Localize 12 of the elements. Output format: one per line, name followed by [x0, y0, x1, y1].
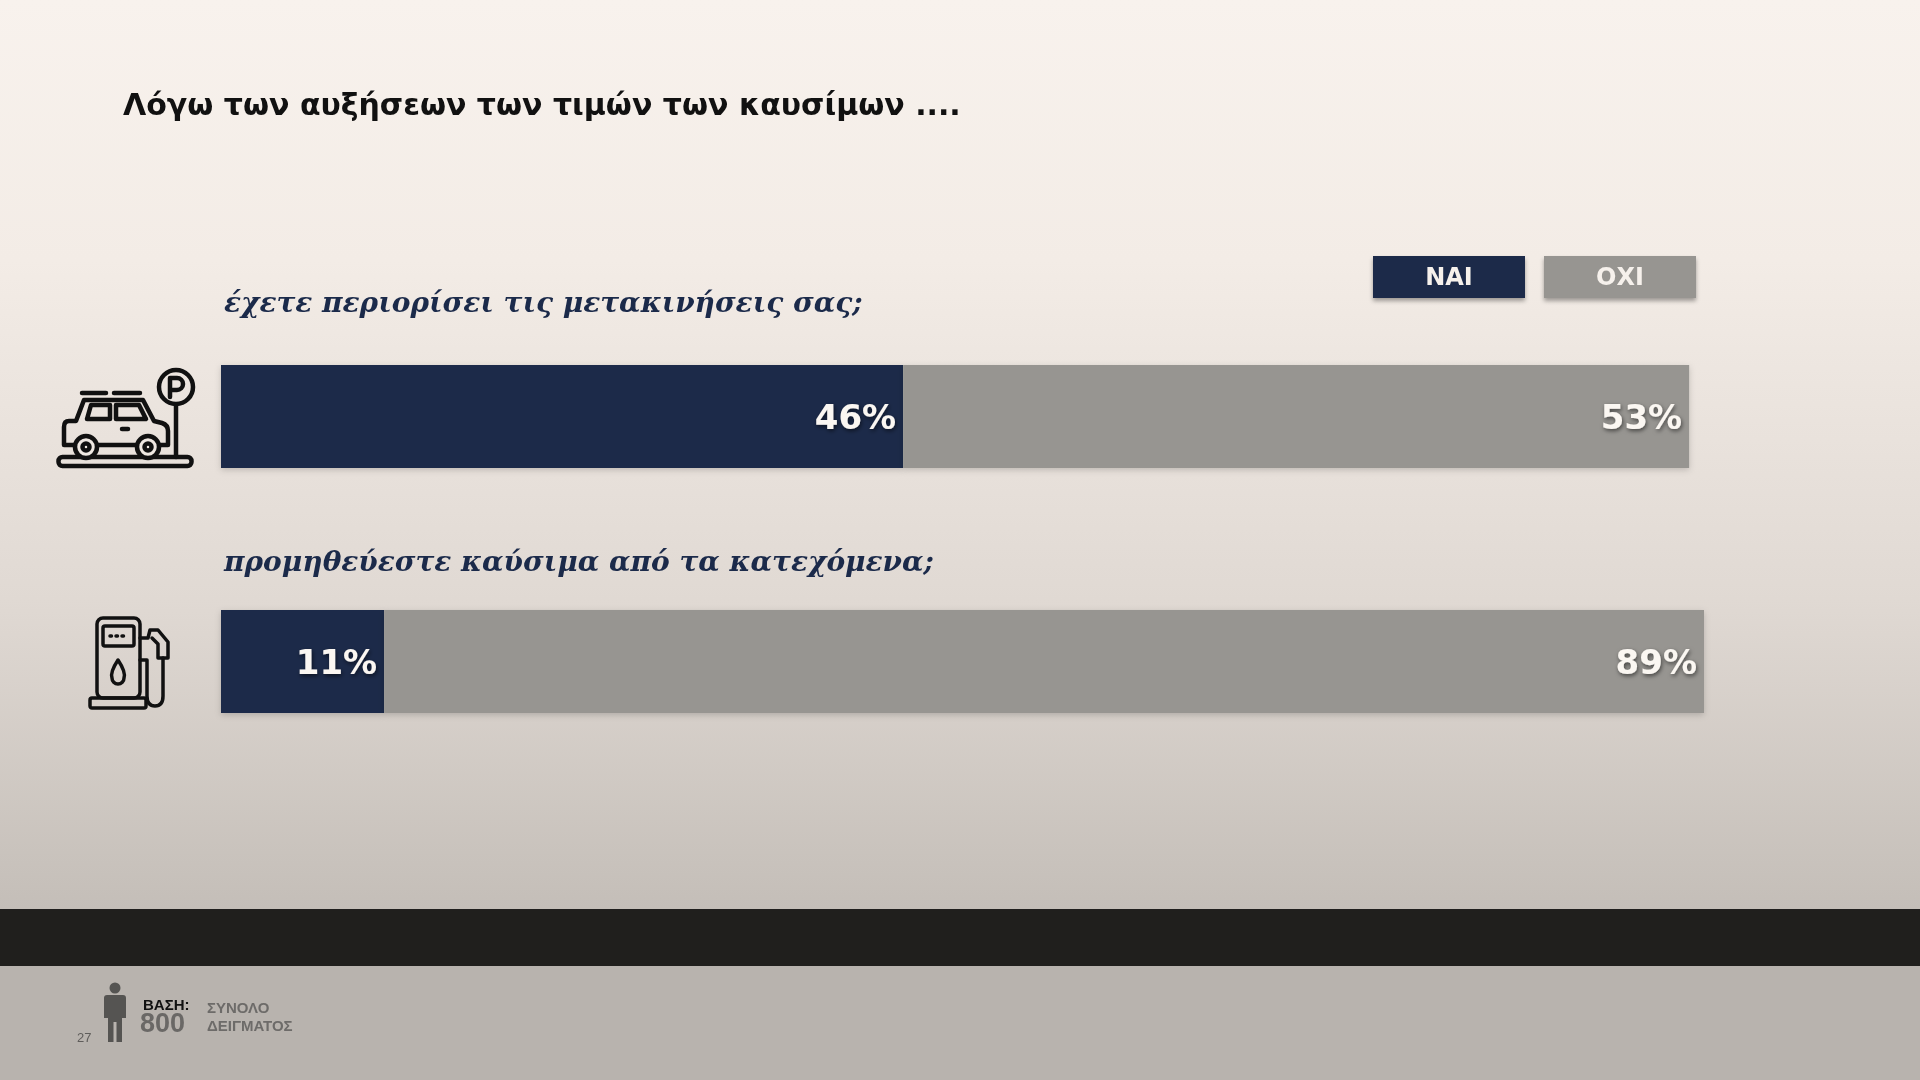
- text: 27: [77, 1030, 92, 1045]
- text: ΒΑΣΗ:: [143, 996, 190, 1013]
- data-label: 46%: [814, 396, 897, 437]
- text: ΝΑΙ: [1425, 263, 1473, 291]
- chart-title: Λόγω των αυξήσεων των τιμών των καυσίμων ....: [123, 86, 961, 122]
- y-tick-label: έχετε περιορίσει τις μετακινήσεις σας;: [224, 286, 863, 319]
- data-label: 11%: [295, 641, 378, 682]
- y-tick-label: προμηθεύεστε καύσιμα από τα κατεχόμενα;: [223, 545, 934, 578]
- text: ΟΧΙ: [1596, 263, 1644, 291]
- data-label: 89%: [1615, 641, 1697, 682]
- data-label: 53%: [1600, 396, 1683, 437]
- text: ΣΥΝΟΛΟ ΔΕΙΓΜΑΤΟΣ: [207, 999, 294, 1035]
